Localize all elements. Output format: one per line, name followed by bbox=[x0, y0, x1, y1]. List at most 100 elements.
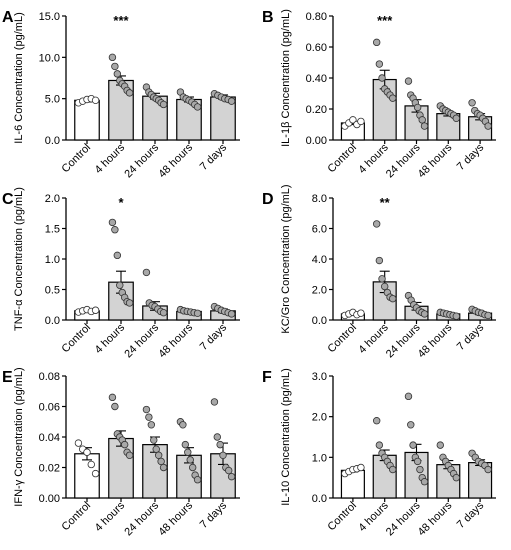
data-point bbox=[436, 441, 444, 449]
y-tick-label: 5.0 bbox=[45, 94, 60, 106]
x-tick-label: Control bbox=[60, 500, 94, 534]
data-point bbox=[120, 440, 129, 449]
y-tick-label: 10.0 bbox=[39, 52, 60, 64]
y-tick-label: 1.0 bbox=[45, 254, 60, 266]
bar bbox=[108, 437, 134, 499]
x-tick-label: Control bbox=[325, 322, 359, 356]
x-tick-label: 48 hours bbox=[156, 499, 195, 538]
data-point bbox=[381, 282, 389, 291]
data-point bbox=[152, 445, 160, 453]
y-tick-label: 0.0 bbox=[312, 493, 327, 505]
data-point bbox=[91, 96, 100, 105]
y-axis-title: TNF-α Concentration (pg/mL) bbox=[13, 187, 25, 331]
data-point bbox=[452, 473, 461, 482]
data-point bbox=[181, 440, 190, 449]
data-point bbox=[389, 94, 397, 102]
y-tick-label: 3.0 bbox=[312, 371, 327, 383]
y-tick-label: 0.04 bbox=[39, 432, 60, 444]
data-point bbox=[216, 440, 224, 449]
data-point bbox=[357, 309, 365, 317]
data-point bbox=[484, 465, 492, 474]
data-point bbox=[219, 451, 227, 459]
data-point bbox=[389, 465, 397, 474]
data-point bbox=[210, 398, 219, 406]
data-point bbox=[142, 405, 151, 414]
panel-f: F IL-10 Concentration (pg/mL) 0.0 1.0 2.0 3.0… bbox=[262, 368, 496, 538]
data-point bbox=[116, 281, 124, 289]
x-tick-label: 48 hours bbox=[156, 321, 195, 360]
data-point bbox=[420, 310, 429, 318]
x-tick-label: 24 hours bbox=[122, 321, 161, 360]
data-point bbox=[418, 116, 426, 124]
data-point bbox=[389, 294, 397, 303]
y-axis-title: IL-1β Concentration (pg/mL) bbox=[280, 9, 292, 147]
y-axis-title: IL-10 Concentration (pg/mL) bbox=[280, 368, 292, 506]
x-tick-label: 7 days bbox=[198, 141, 230, 173]
x-tick-label: 24 hours bbox=[122, 499, 161, 538]
y-tick-label: 15.0 bbox=[39, 11, 60, 23]
data-point bbox=[87, 460, 95, 469]
data-point bbox=[193, 309, 202, 317]
x-tick-label: Control bbox=[325, 142, 359, 176]
data-point bbox=[227, 97, 236, 105]
data-point bbox=[227, 472, 236, 481]
data-point bbox=[157, 457, 165, 466]
y-tick-label: 0.02 bbox=[39, 463, 60, 475]
y-axis-title: IFN-γ Concentration (pg/mL) bbox=[13, 367, 25, 506]
data-point bbox=[375, 256, 384, 265]
data-point bbox=[193, 476, 202, 484]
x-tick-label: Control bbox=[60, 142, 94, 176]
data-point bbox=[225, 466, 233, 475]
data-point bbox=[375, 441, 384, 449]
y-tick-label: 0.60 bbox=[306, 42, 327, 54]
data-point bbox=[452, 312, 461, 320]
data-point bbox=[452, 114, 461, 122]
data-point bbox=[74, 439, 83, 447]
y-axis-title: IL-6 Concentration (pg/mL) bbox=[13, 12, 25, 143]
y-tick-label: 2.0 bbox=[312, 412, 327, 424]
panel-b: B IL-1β Concentration (pg/mL) 0.00 0.20 0.40… bbox=[262, 9, 496, 180]
data-point bbox=[357, 463, 365, 472]
y-tick-label: 0.08 bbox=[39, 371, 60, 383]
data-point bbox=[111, 226, 119, 234]
panel-label: B bbox=[262, 9, 274, 26]
data-point bbox=[404, 392, 413, 401]
data-point bbox=[372, 38, 381, 47]
panel-c: C TNF-α Concentration (pg/mL) 0.0 0.5 1.0 1.5… bbox=[2, 187, 240, 360]
data-point bbox=[91, 469, 100, 478]
data-point bbox=[145, 413, 153, 421]
data-point bbox=[147, 421, 156, 429]
data-point bbox=[150, 436, 158, 444]
y-tick-label: 0.0 bbox=[45, 135, 60, 147]
data-point bbox=[125, 299, 134, 307]
significance-marker: * bbox=[118, 195, 124, 210]
data-point bbox=[154, 451, 163, 459]
data-point bbox=[111, 62, 119, 71]
panel-d: D KC/Gro Concentration (pg/mL) 0.0 2.0 4.0 6.… bbox=[262, 184, 496, 360]
data-point bbox=[113, 251, 122, 260]
data-point bbox=[188, 463, 197, 472]
data-point bbox=[108, 218, 117, 227]
y-tick-label: 0.00 bbox=[306, 135, 327, 147]
data-point bbox=[407, 421, 415, 429]
data-point bbox=[404, 77, 413, 85]
y-tick-label: 0.20 bbox=[306, 104, 327, 116]
panel-label: C bbox=[2, 191, 14, 208]
significance-marker: *** bbox=[113, 13, 129, 28]
y-tick-label: 2.0 bbox=[45, 193, 60, 205]
data-point bbox=[420, 478, 429, 486]
x-tick-label: 48 hours bbox=[156, 141, 195, 180]
data-point bbox=[213, 433, 221, 441]
data-point bbox=[125, 451, 134, 459]
x-tick-label: Control bbox=[325, 500, 359, 534]
y-tick-label: 0.40 bbox=[306, 73, 327, 85]
y-axis-title: KC/Gro Concentration (pg/mL) bbox=[280, 184, 292, 333]
x-tick-label: 7 days bbox=[455, 499, 487, 531]
panel-label: E bbox=[2, 369, 13, 386]
data-point bbox=[413, 103, 422, 112]
bar bbox=[74, 99, 100, 141]
y-tick-label: 4.0 bbox=[312, 254, 327, 266]
panel-label: D bbox=[262, 191, 274, 208]
y-tick-label: 6.0 bbox=[312, 224, 327, 236]
